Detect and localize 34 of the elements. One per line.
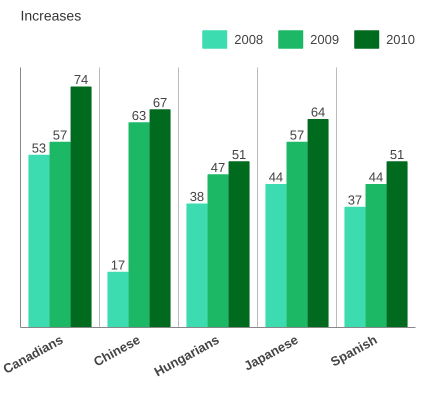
- bar: [344, 206, 366, 328]
- bar: [150, 109, 171, 328]
- data-label: 67: [152, 94, 168, 110]
- data-label: 64: [310, 104, 326, 120]
- data-label: 63: [132, 108, 146, 123]
- bar: [128, 122, 150, 328]
- data-label: 74: [74, 72, 88, 87]
- chart-title: Increases: [20, 8, 82, 24]
- data-label: 44: [268, 170, 284, 184]
- bar: [265, 184, 286, 328]
- bar: [186, 204, 208, 328]
- bar: [228, 161, 250, 328]
- bar: [70, 86, 92, 328]
- data-label: 51: [232, 146, 246, 162]
- legend-label: 2010: [386, 32, 415, 46]
- data-label: 57: [290, 127, 304, 142]
- bar: [28, 154, 50, 328]
- bar: [107, 272, 128, 328]
- bar: [286, 142, 308, 328]
- legend-label: 2009: [310, 32, 340, 46]
- data-label: 57: [52, 127, 68, 142]
- data-label: 38: [190, 189, 204, 204]
- bar: [207, 174, 229, 328]
- data-label: 37: [348, 192, 362, 208]
- bar: [49, 142, 71, 328]
- bar: [386, 161, 408, 328]
- data-label: 53: [32, 140, 46, 156]
- bar: [308, 119, 329, 328]
- bar: [365, 184, 387, 328]
- data-label: 47: [210, 160, 226, 175]
- data-label: 51: [390, 146, 404, 162]
- data-label: 17: [110, 257, 126, 272]
- data-label: 44: [368, 170, 384, 184]
- legend-label: 2008: [234, 32, 264, 46]
